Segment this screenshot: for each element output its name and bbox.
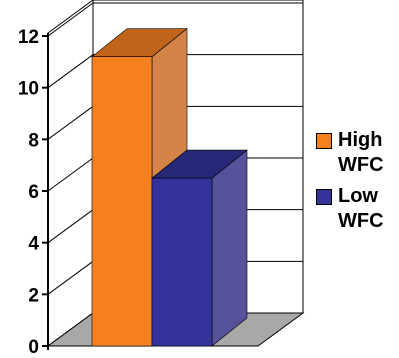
legend-label-low-wfc: Low WFC <box>338 185 384 232</box>
legend-item-low-wfc: Low WFC <box>316 184 399 234</box>
legend-swatch-high-wfc <box>316 133 332 149</box>
gridline-side <box>47 209 94 244</box>
bar-high-wfc <box>91 56 153 347</box>
bar-low-wfc <box>151 177 213 347</box>
chart-legend: High WFC Low WFC <box>316 128 399 240</box>
y-tick-label: 2 <box>28 285 39 306</box>
legend-swatch-low-wfc <box>316 189 332 205</box>
y-tick-label: 4 <box>28 234 39 255</box>
y-tick-label: 12 <box>18 27 39 48</box>
y-tick-label: 8 <box>28 130 39 151</box>
chart-side-wall <box>47 0 94 347</box>
bar-side-low-wfc <box>211 149 248 347</box>
gridline-side <box>47 105 94 140</box>
gridline-side <box>47 157 94 192</box>
gridline-side <box>47 260 94 295</box>
legend-item-high-wfc: High WFC <box>316 128 399 178</box>
gridline-side <box>47 54 94 89</box>
legend-label-high-wfc: High WFC <box>338 129 384 176</box>
y-tick-label: 6 <box>28 182 39 203</box>
y-tick-label: 0 <box>28 337 39 358</box>
gridline-side <box>47 2 94 37</box>
y-tick-label: 10 <box>18 79 39 100</box>
